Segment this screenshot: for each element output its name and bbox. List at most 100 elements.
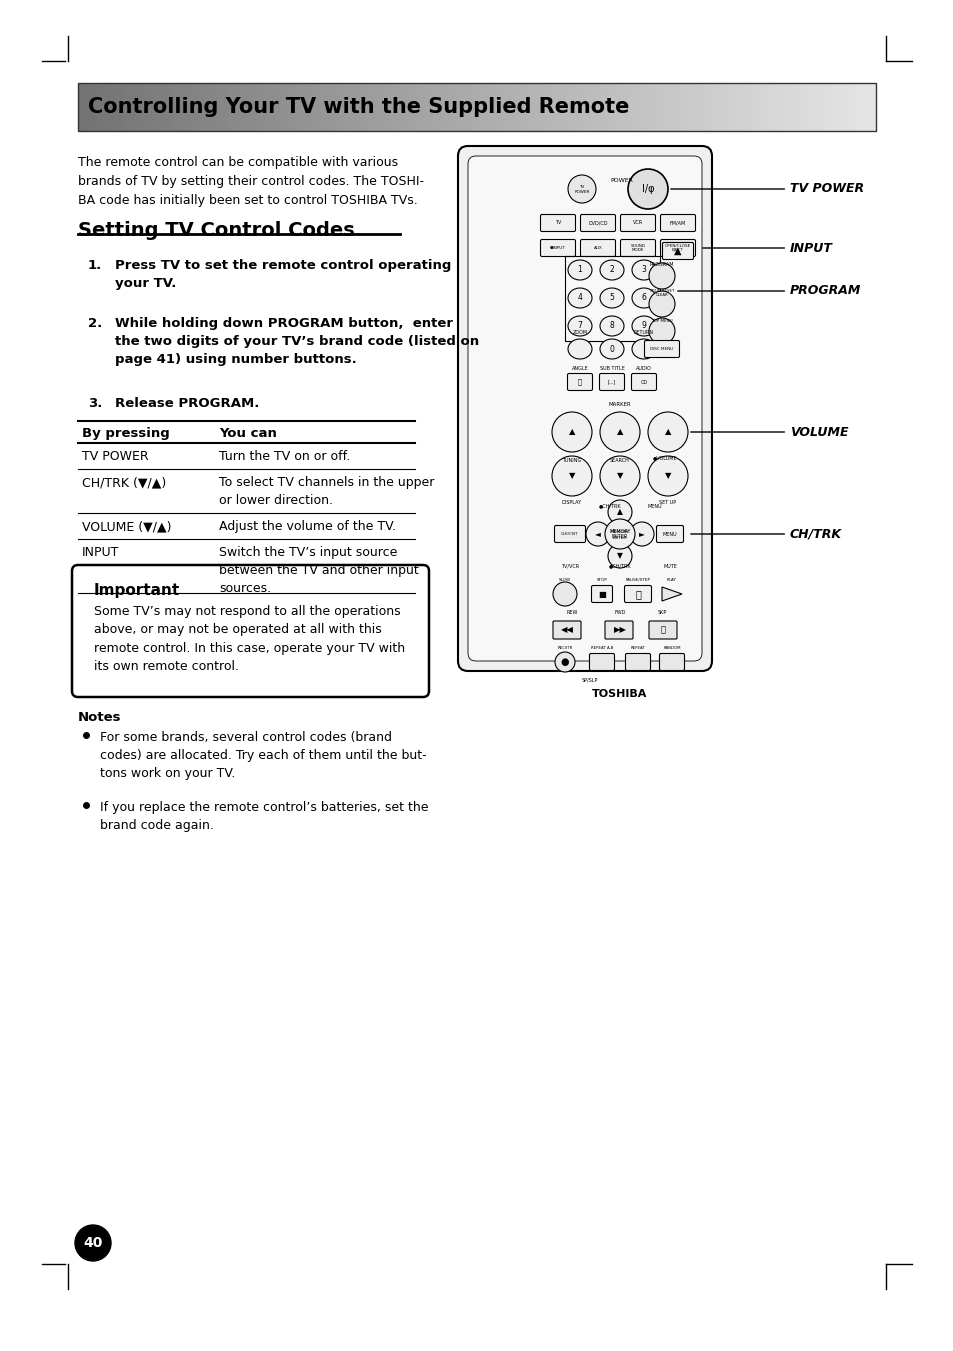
FancyBboxPatch shape	[71, 565, 429, 697]
Text: PAUSE/STEP: PAUSE/STEP	[625, 578, 650, 582]
Text: CD: CD	[639, 380, 647, 385]
Bar	[560, 82, 564, 131]
Text: COUN.RESET
CLEAR: COUN.RESET CLEAR	[649, 289, 674, 297]
Bar	[357, 82, 361, 131]
Text: AUDIO: AUDIO	[636, 366, 651, 372]
Bar	[508, 82, 513, 131]
Text: To select TV channels in the upper
or lower direction.: To select TV channels in the upper or lo…	[219, 476, 434, 507]
Bar	[863, 82, 867, 131]
Text: SUB TITLE: SUB TITLE	[598, 366, 624, 372]
Ellipse shape	[567, 259, 592, 280]
Bar	[274, 82, 277, 131]
Bar	[807, 82, 811, 131]
Text: VCR: VCR	[632, 220, 642, 226]
Text: CLK/CNT: CLK/CNT	[560, 532, 578, 536]
Text: POWER: POWER	[574, 190, 589, 195]
Bar	[708, 82, 712, 131]
Bar	[270, 82, 274, 131]
Ellipse shape	[631, 288, 656, 308]
Bar	[513, 82, 517, 131]
FancyBboxPatch shape	[661, 242, 693, 259]
Bar	[433, 82, 436, 131]
Text: 3: 3	[640, 266, 646, 274]
Text: SKP: SKP	[657, 609, 666, 615]
FancyBboxPatch shape	[648, 621, 677, 639]
Bar	[743, 82, 747, 131]
Polygon shape	[661, 586, 681, 601]
Ellipse shape	[567, 339, 592, 359]
Circle shape	[648, 290, 675, 317]
Bar	[500, 82, 504, 131]
Text: 40: 40	[83, 1236, 103, 1250]
Bar	[668, 82, 672, 131]
Bar	[78, 82, 82, 131]
Text: INPUT: INPUT	[702, 242, 832, 254]
FancyBboxPatch shape	[457, 146, 711, 671]
Text: [...]: [...]	[607, 380, 616, 385]
Text: You can: You can	[219, 427, 276, 440]
FancyBboxPatch shape	[644, 340, 679, 358]
Text: ►: ►	[639, 530, 644, 539]
Bar	[157, 82, 162, 131]
Bar	[843, 82, 847, 131]
Bar	[413, 82, 416, 131]
Ellipse shape	[567, 316, 592, 336]
Text: ●: ●	[560, 657, 569, 667]
Text: Notes: Notes	[78, 711, 121, 724]
Bar	[763, 82, 767, 131]
Bar	[664, 82, 668, 131]
Ellipse shape	[567, 288, 592, 308]
FancyBboxPatch shape	[659, 215, 695, 231]
Text: 0: 0	[609, 345, 614, 354]
Bar	[580, 82, 584, 131]
Text: The remote control can be compatible with various
brands of TV by setting their : The remote control can be compatible wit…	[78, 155, 423, 207]
Bar	[791, 82, 796, 131]
Text: VOLUME (▼/▲): VOLUME (▼/▲)	[82, 520, 172, 534]
Text: I/φ: I/φ	[641, 184, 654, 195]
Text: Press TV to set the remote control operating
your TV.: Press TV to set the remote control opera…	[115, 259, 451, 290]
Bar	[153, 82, 157, 131]
Bar	[544, 82, 548, 131]
Bar	[489, 82, 493, 131]
Bar	[265, 82, 270, 131]
Text: SP/SLP: SP/SLP	[581, 677, 598, 682]
Bar	[317, 82, 321, 131]
Text: 1: 1	[577, 266, 581, 274]
Bar	[577, 82, 580, 131]
Text: PROGRAM: PROGRAM	[649, 262, 674, 266]
Bar	[656, 82, 659, 131]
Bar	[122, 82, 126, 131]
Bar	[162, 82, 166, 131]
Circle shape	[555, 653, 575, 671]
Bar	[816, 82, 820, 131]
FancyBboxPatch shape	[619, 215, 655, 231]
Bar	[166, 82, 170, 131]
Text: 📷: 📷	[578, 378, 581, 385]
Bar	[416, 82, 420, 131]
Text: REC/ITR: REC/ITR	[557, 646, 572, 650]
FancyBboxPatch shape	[591, 585, 612, 603]
Text: TV POWER: TV POWER	[670, 182, 863, 196]
Text: 1.: 1.	[88, 259, 102, 272]
Text: ▲: ▲	[617, 508, 622, 516]
Bar	[226, 82, 230, 131]
Circle shape	[647, 412, 687, 453]
Bar	[723, 82, 727, 131]
Bar	[517, 82, 520, 131]
Bar	[170, 82, 173, 131]
Bar	[473, 82, 476, 131]
Bar	[696, 82, 700, 131]
Bar	[484, 82, 489, 131]
Bar	[217, 82, 221, 131]
Circle shape	[552, 412, 592, 453]
Bar	[325, 82, 329, 131]
Ellipse shape	[599, 339, 623, 359]
Text: TV: TV	[555, 220, 560, 226]
Bar	[747, 82, 752, 131]
Text: ▼: ▼	[568, 471, 575, 481]
Bar	[376, 82, 381, 131]
Bar	[86, 82, 90, 131]
Text: POWER: POWER	[610, 178, 633, 184]
Text: SEARCH: SEARCH	[609, 458, 629, 462]
Bar	[197, 82, 201, 131]
